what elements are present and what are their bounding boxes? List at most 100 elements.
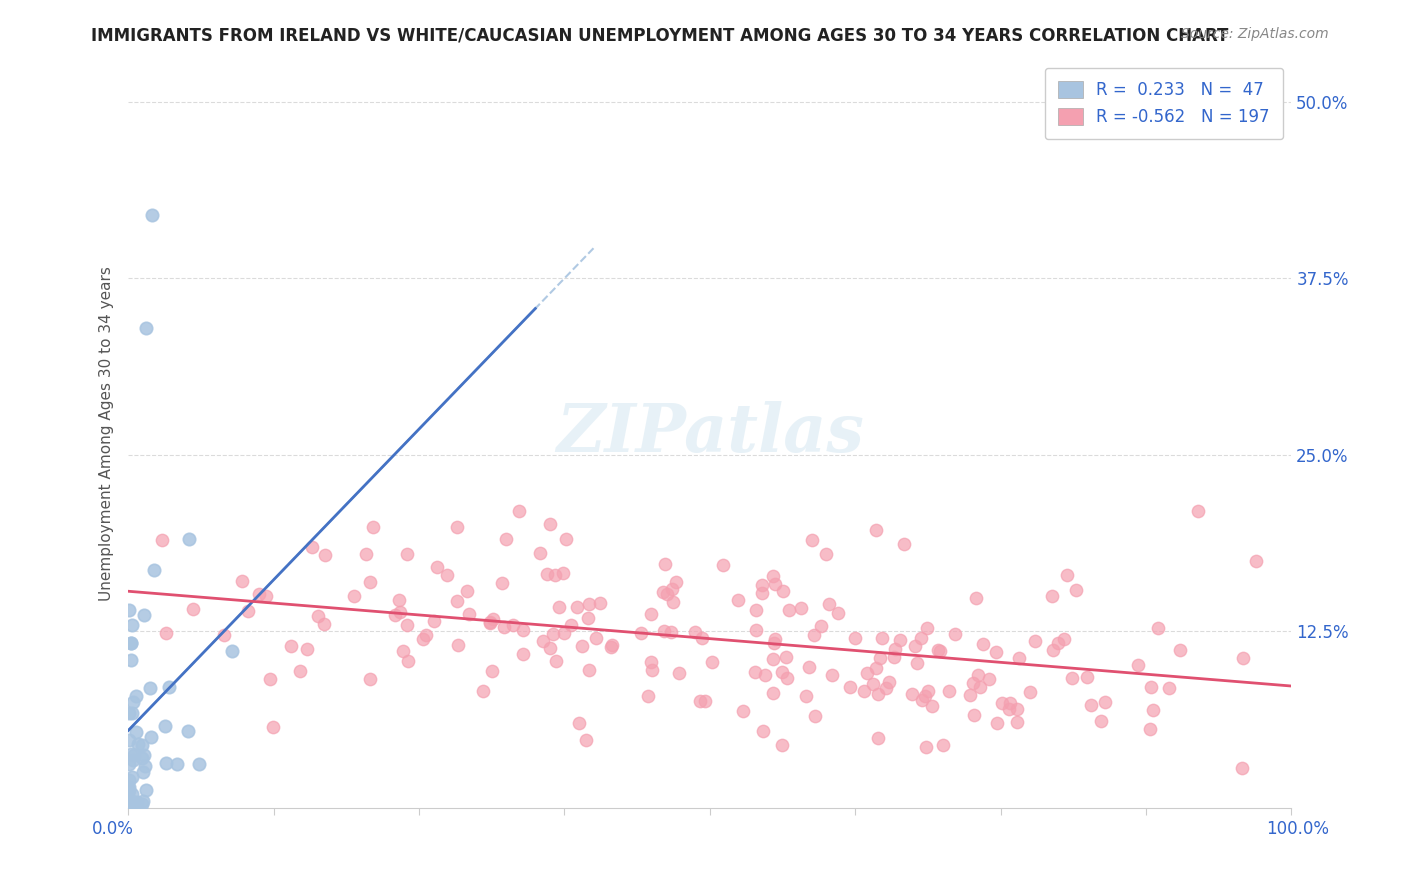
Point — [544, 568, 567, 582]
Point — [120, 652, 142, 666]
Point — [865, 523, 887, 537]
Point — [343, 589, 366, 603]
Point — [575, 733, 598, 747]
Point — [762, 652, 785, 666]
Point — [883, 650, 905, 665]
Point — [655, 586, 678, 600]
Point — [870, 632, 893, 646]
Point — [1232, 651, 1254, 665]
Point — [1007, 714, 1029, 729]
Point — [131, 738, 153, 752]
Point — [818, 598, 841, 612]
Point — [143, 563, 166, 577]
Point — [280, 639, 302, 653]
Point — [132, 794, 155, 808]
Point — [120, 747, 142, 762]
Point — [118, 603, 141, 617]
Point — [693, 693, 716, 707]
Point — [917, 683, 939, 698]
Point — [589, 596, 612, 610]
Point — [221, 644, 243, 658]
Point — [423, 615, 446, 629]
Point — [121, 787, 143, 801]
Point — [901, 688, 924, 702]
Point — [600, 638, 623, 652]
Point — [754, 668, 776, 682]
Point — [775, 649, 797, 664]
Point — [426, 560, 449, 574]
Point — [541, 627, 564, 641]
Point — [301, 541, 323, 555]
Point — [508, 504, 530, 518]
Point — [1040, 589, 1063, 603]
Point — [118, 780, 141, 794]
Point — [384, 607, 406, 622]
Point — [904, 639, 927, 653]
Point — [396, 618, 419, 632]
Point — [652, 584, 675, 599]
Point — [763, 636, 786, 650]
Point — [875, 681, 897, 695]
Point — [134, 607, 156, 622]
Point — [456, 584, 478, 599]
Point — [121, 706, 143, 721]
Point — [630, 625, 652, 640]
Point — [446, 520, 468, 534]
Point — [150, 533, 173, 548]
Point — [312, 617, 335, 632]
Point — [853, 683, 876, 698]
Point — [965, 591, 987, 606]
Point — [1094, 695, 1116, 709]
Point — [254, 589, 277, 603]
Point — [122, 695, 145, 709]
Point — [668, 666, 690, 681]
Point — [865, 661, 887, 675]
Point — [125, 689, 148, 703]
Point — [118, 706, 141, 720]
Point — [640, 607, 662, 622]
Point — [120, 794, 142, 808]
Point — [1053, 632, 1076, 647]
Point — [990, 696, 1012, 710]
Point — [117, 800, 139, 814]
Point — [659, 624, 682, 639]
Point — [641, 664, 664, 678]
Point — [481, 664, 503, 678]
Point — [654, 558, 676, 572]
Point — [744, 665, 766, 680]
Point — [139, 731, 162, 745]
Point — [972, 637, 994, 651]
Point — [1019, 685, 1042, 699]
Point — [731, 705, 754, 719]
Point — [491, 576, 513, 591]
Point — [803, 709, 825, 723]
Point — [685, 625, 707, 640]
Point — [122, 799, 145, 814]
Point — [844, 632, 866, 646]
Point — [236, 603, 259, 617]
Point — [1139, 722, 1161, 736]
Point — [536, 566, 558, 581]
Point — [134, 748, 156, 763]
Point — [502, 618, 524, 632]
Point — [752, 723, 775, 738]
Point — [388, 593, 411, 607]
Point — [183, 602, 205, 616]
Point — [599, 640, 621, 655]
Point — [297, 642, 319, 657]
Point — [458, 607, 481, 622]
Point — [905, 656, 928, 670]
Point — [307, 609, 329, 624]
Point — [121, 753, 143, 767]
Point — [690, 631, 713, 645]
Point — [120, 636, 142, 650]
Point — [868, 731, 890, 745]
Point — [763, 577, 786, 591]
Point — [118, 756, 141, 771]
Point — [637, 689, 659, 703]
Point — [479, 616, 502, 631]
Point — [883, 642, 905, 657]
Point — [689, 694, 711, 708]
Point — [131, 751, 153, 765]
Point — [446, 594, 468, 608]
